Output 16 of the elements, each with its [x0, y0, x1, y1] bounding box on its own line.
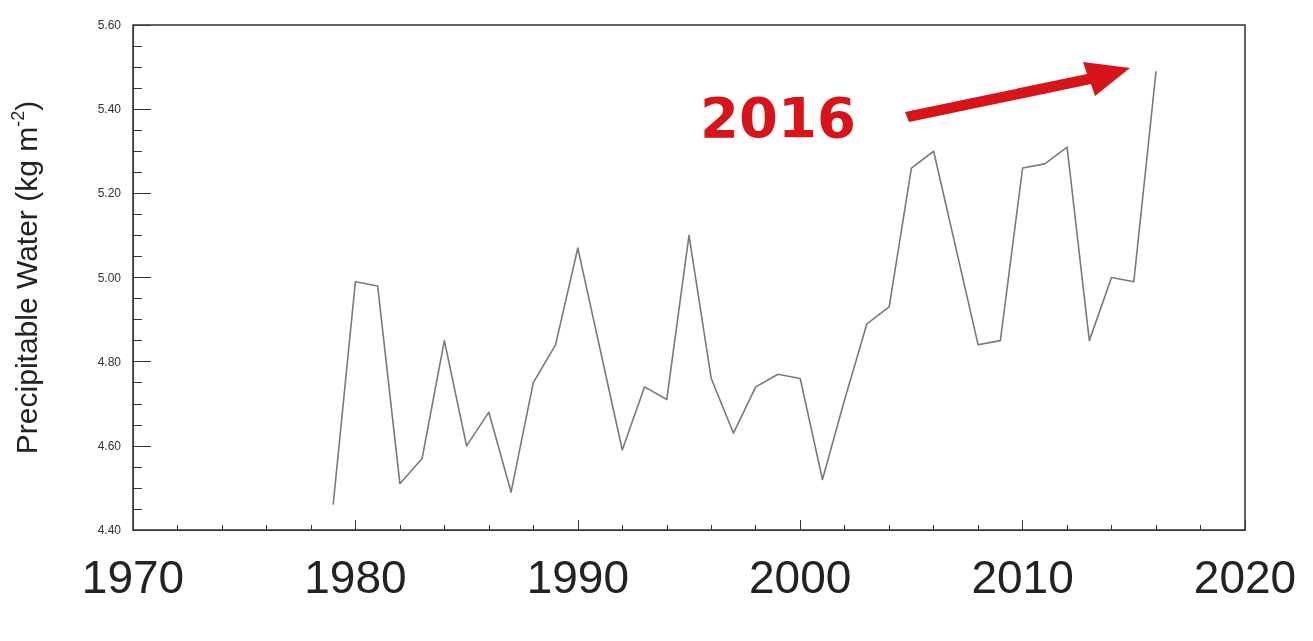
x-tick-label: 2020: [1193, 551, 1297, 603]
x-tick-label: 2000: [749, 551, 852, 603]
line-series: [332, 70, 1157, 506]
x-tick-label: 1990: [526, 551, 629, 603]
y-tick-label: 5.40: [97, 102, 122, 117]
annotation: 2016: [700, 85, 856, 150]
y-tick-label: 4.60: [97, 438, 122, 453]
y-tick-label: 4.80: [97, 354, 122, 369]
y-tick-label: 4.40: [97, 523, 122, 537]
x-tick-label: 1970: [81, 551, 185, 603]
x-tick-label: 1980: [304, 551, 407, 603]
y-tick-label: 5.00: [97, 270, 122, 285]
x-tick-label: 2010: [971, 551, 1074, 603]
y-axis-title: Precipitable Water (kg m-2): [8, 100, 43, 455]
y-tick-label: 5.60: [97, 18, 122, 32]
y-tick-label: 5.20: [97, 186, 122, 201]
